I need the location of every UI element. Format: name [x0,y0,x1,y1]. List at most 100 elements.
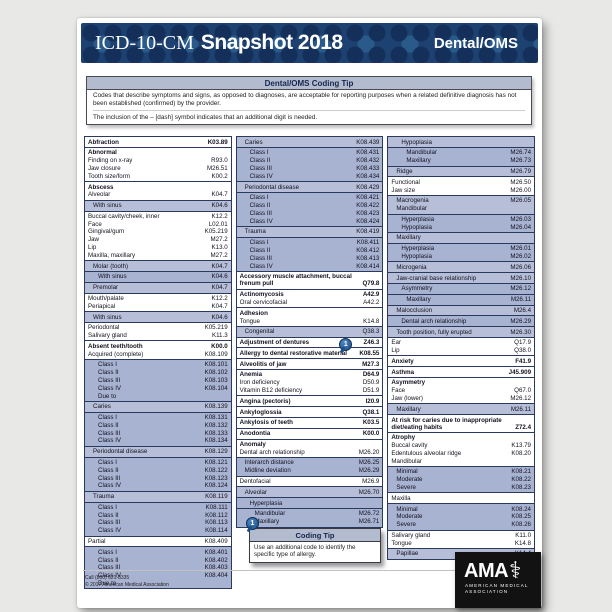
code-row: Class III K08.433 [237,165,383,173]
code-label: Abnormal [88,149,117,157]
code-row: Anxiety F41.9 [388,357,534,365]
code-label: Class II [98,511,119,519]
code-label: Severe [396,521,416,529]
code-label: Dental arch relationship [239,448,305,456]
code-value: Q38.3 [362,328,380,336]
code-label: Actinomycosis [239,291,284,299]
code-label: Class II [249,247,271,255]
code-row: Hyperplasia M26.01 [388,245,534,253]
header-band: ICD-10-CM Snapshot 2018 Dental/OMS [81,23,538,63]
code-label: Class I [98,548,117,556]
code-row: Maxillary M26.71 [237,518,383,526]
code-row: Mandibular M26.74 [388,149,534,157]
code-value: K08.402 [204,556,228,564]
code-row: Oral cervicofacial A42.2 [237,299,383,307]
code-row: At risk for caries due to inappropriate … [388,416,534,431]
code-row: Periapical K04.7 [85,302,231,310]
code-value: M26.30 [510,328,532,336]
code-row: Periodontal K05.219 [85,324,231,332]
ama-acronym: AMA [464,560,509,582]
code-value: M27.3 [362,360,380,368]
code-label: Class I [249,194,269,202]
code-row: Class IV K08.124 [85,482,231,490]
code-label: Asymmetry [401,285,433,293]
code-label: Moderate [396,513,423,521]
code-label: Ankylosis of teeth [239,419,293,427]
code-row: With sinus K04.6 [85,313,231,321]
code-label: Hyperplasia [249,499,283,507]
code-column-3: Hypoplasia Mandibular M26.74 Maxillary M26.7… [387,136,536,589]
code-row: Face Q67.0 [388,387,534,395]
code-row: Minimal K08.21 [388,468,534,476]
code-label: Malocclusion [396,306,433,314]
code-label: Minimal [396,505,418,513]
code-value: M26.9 [362,478,380,486]
code-label: Macrogenia [396,197,429,205]
code-block: Functional M26.50 Jaw size M26.00 [387,176,536,196]
code-label: Class IV [98,482,122,490]
code-label: Severe [396,484,416,492]
code-row: Class III K08.103 [85,377,231,385]
code-label: Abscess [88,183,114,191]
code-row: Molar (tooth) K04.7 [85,262,231,270]
footer-divider [83,570,536,571]
brand-title: ICD-10-CM Snapshot 2018 [81,31,434,55]
code-label: Adhesion [239,309,268,317]
code-value: Q79.8 [362,280,380,288]
code-label: Class III [98,474,121,482]
code-row: Alveolar K04.7 [85,191,231,199]
code-label: Alveolar [88,191,111,199]
code-label: Hypoplasia [401,253,432,261]
code-value: K08.411 [356,239,380,247]
code-label: Finding on x-ray [88,157,133,165]
code-row: Maxillary M26.11 [388,296,534,304]
code-value: M26.79 [510,168,532,176]
code-value: K04.6 [211,313,228,321]
code-row: Class IV K08.134 [85,437,231,445]
code-value: K00.0 [211,342,228,350]
ama-subtitle-line2: ASSOCIATION [465,589,509,594]
code-value: M26.11 [510,405,532,413]
code-row: Angina (pectoris) I20.9 [237,397,383,405]
code-label: Midline deviation [244,467,291,475]
code-label: Dental arch relationship [401,317,467,325]
code-value: K08.413 [356,254,380,262]
code-row: Dental arch relationship M26.29 [388,317,534,325]
code-block: Abscess Alveolar K04.7 [84,181,232,201]
code-label: Periodontal [88,324,120,332]
code-block: Atrophy Buccal cavity K13.79 Edentulous alv… [387,431,536,468]
code-label: Buccal cavity [391,442,428,450]
code-value: K08.111 [205,503,228,511]
code-row: Atrophy [388,434,534,442]
coding-tip-paragraph: Codes that describe symptoms and signs, … [93,92,517,107]
code-label: Maxillary [406,296,431,304]
code-label: Due to [98,392,117,400]
code-row: Class III K08.133 [85,429,231,437]
code-label: Class IV [98,527,122,535]
coding-tip-paragraph: The inclusion of the – [dash] symbol ind… [93,110,525,121]
code-value: K08.112 [205,511,228,519]
code-value: M26.03 [510,215,532,223]
code-value: K08.20 [511,449,532,457]
code-row: Iron deficiency D50.9 [237,379,383,387]
code-label: Tongue [239,317,260,325]
code-row: Class I K08.121 [85,459,231,467]
code-label: Jaw closure [88,165,121,173]
code-row: Severe K08.26 [388,521,534,529]
code-label: Acquired (complete) [88,350,144,358]
code-label: Edentulous alveolar ridge [391,449,462,457]
code-value: K00.0 [362,430,380,438]
code-label: Class IV [98,437,122,445]
code-label: Premolar [93,284,119,292]
code-row: Salivary gland K11.0 [388,532,534,540]
code-block: Class I K08.131 Class II K08.132 Class III K0… [84,411,232,447]
code-block: Accessory muscle attachment, buccal fren… [235,271,384,290]
code-value: M26.06 [510,263,532,271]
code-label: Alveolar [244,488,268,496]
code-row: Macrogenia M26.05 [388,197,534,205]
code-value: K03.5 [362,419,380,427]
code-label: Lip [391,347,400,355]
code-value: K08.101 [204,361,228,369]
code-label: Congenital [244,328,275,336]
code-row: Class I K08.421 [237,194,383,202]
